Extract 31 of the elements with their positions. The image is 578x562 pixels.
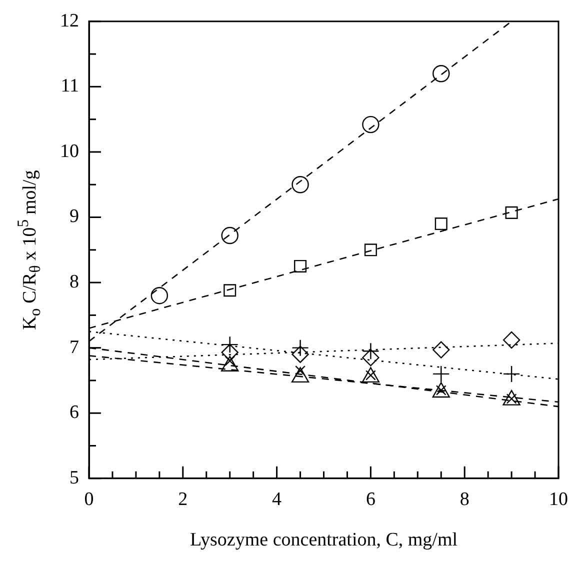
y-tick-label: 11	[60, 76, 79, 97]
y-tick-label: 9	[70, 206, 79, 228]
point	[432, 341, 450, 358]
x-tick-label: 8	[460, 488, 470, 510]
point	[502, 365, 520, 383]
y-tick-label: 12	[60, 10, 79, 32]
x-tick-label: 4	[272, 488, 282, 510]
point	[364, 244, 377, 256]
x-tick-label: 10	[549, 488, 568, 510]
point	[505, 206, 518, 219]
point	[221, 344, 238, 361]
point	[362, 116, 380, 134]
point	[432, 65, 450, 82]
point	[150, 287, 168, 304]
y-tick-label: 10	[60, 140, 79, 162]
x-tick-label: 0	[84, 488, 94, 510]
x-tick-label: 2	[178, 488, 188, 510]
y-tick-label: 7	[70, 336, 79, 358]
point	[434, 218, 448, 230]
point	[292, 176, 309, 194]
point	[221, 226, 238, 244]
point	[362, 349, 380, 366]
point	[224, 284, 236, 297]
x-axis-title: Lysozyme concentration, C, mg/ml	[190, 530, 458, 551]
y-tick-label: 5	[70, 467, 79, 488]
y-tick-label: 8	[70, 272, 79, 293]
y-tick-label: 6	[70, 402, 79, 424]
point	[502, 331, 520, 349]
point	[292, 346, 309, 363]
x-tick-label: 6	[366, 488, 376, 510]
point	[294, 260, 307, 272]
